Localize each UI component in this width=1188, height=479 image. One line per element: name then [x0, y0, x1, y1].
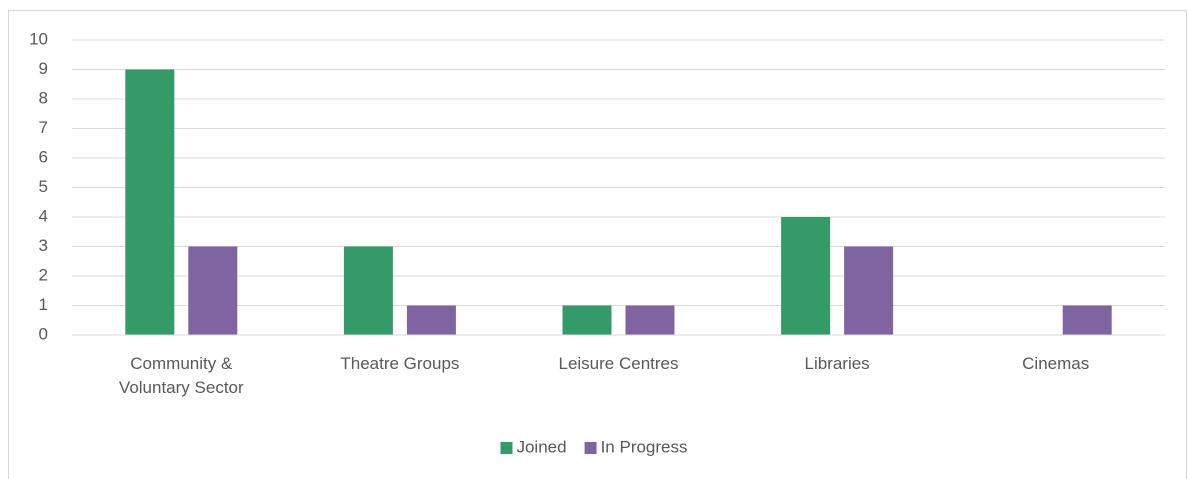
- x-tick-label: Community & Voluntary Sector: [119, 354, 244, 397]
- bar: [625, 305, 675, 335]
- legend-swatch: [584, 442, 597, 454]
- y-tick-label: 10: [29, 29, 48, 48]
- x-tick-label: Leisure Centres: [558, 354, 678, 373]
- y-tick-label: 9: [39, 59, 48, 78]
- y-tick-label: 7: [39, 118, 48, 137]
- y-tick-label: 4: [39, 206, 48, 225]
- bar: [1062, 305, 1112, 335]
- y-tick-label: 2: [39, 265, 48, 284]
- y-tick-label: 8: [39, 88, 48, 107]
- y-tick-label: 0: [39, 324, 48, 343]
- bar: [125, 69, 175, 335]
- y-tick-label: 3: [39, 236, 48, 255]
- x-tick-label: Libraries: [804, 354, 869, 373]
- y-tick-label: 5: [39, 177, 48, 196]
- bar: [562, 305, 612, 335]
- bar: [406, 305, 456, 335]
- chart-border: [8, 10, 1187, 479]
- bar: [343, 246, 393, 335]
- bar: [188, 246, 238, 335]
- x-tick-label: Cinemas: [1022, 354, 1089, 373]
- legend-label: In Progress: [601, 437, 688, 456]
- bar: [844, 246, 894, 335]
- x-tick-label: Theatre Groups: [340, 354, 459, 373]
- legend-label: Joined: [516, 437, 566, 456]
- y-tick-label: 6: [39, 147, 48, 166]
- bar: [781, 217, 831, 335]
- y-tick-label: 1: [39, 295, 48, 314]
- legend-swatch: [500, 442, 513, 454]
